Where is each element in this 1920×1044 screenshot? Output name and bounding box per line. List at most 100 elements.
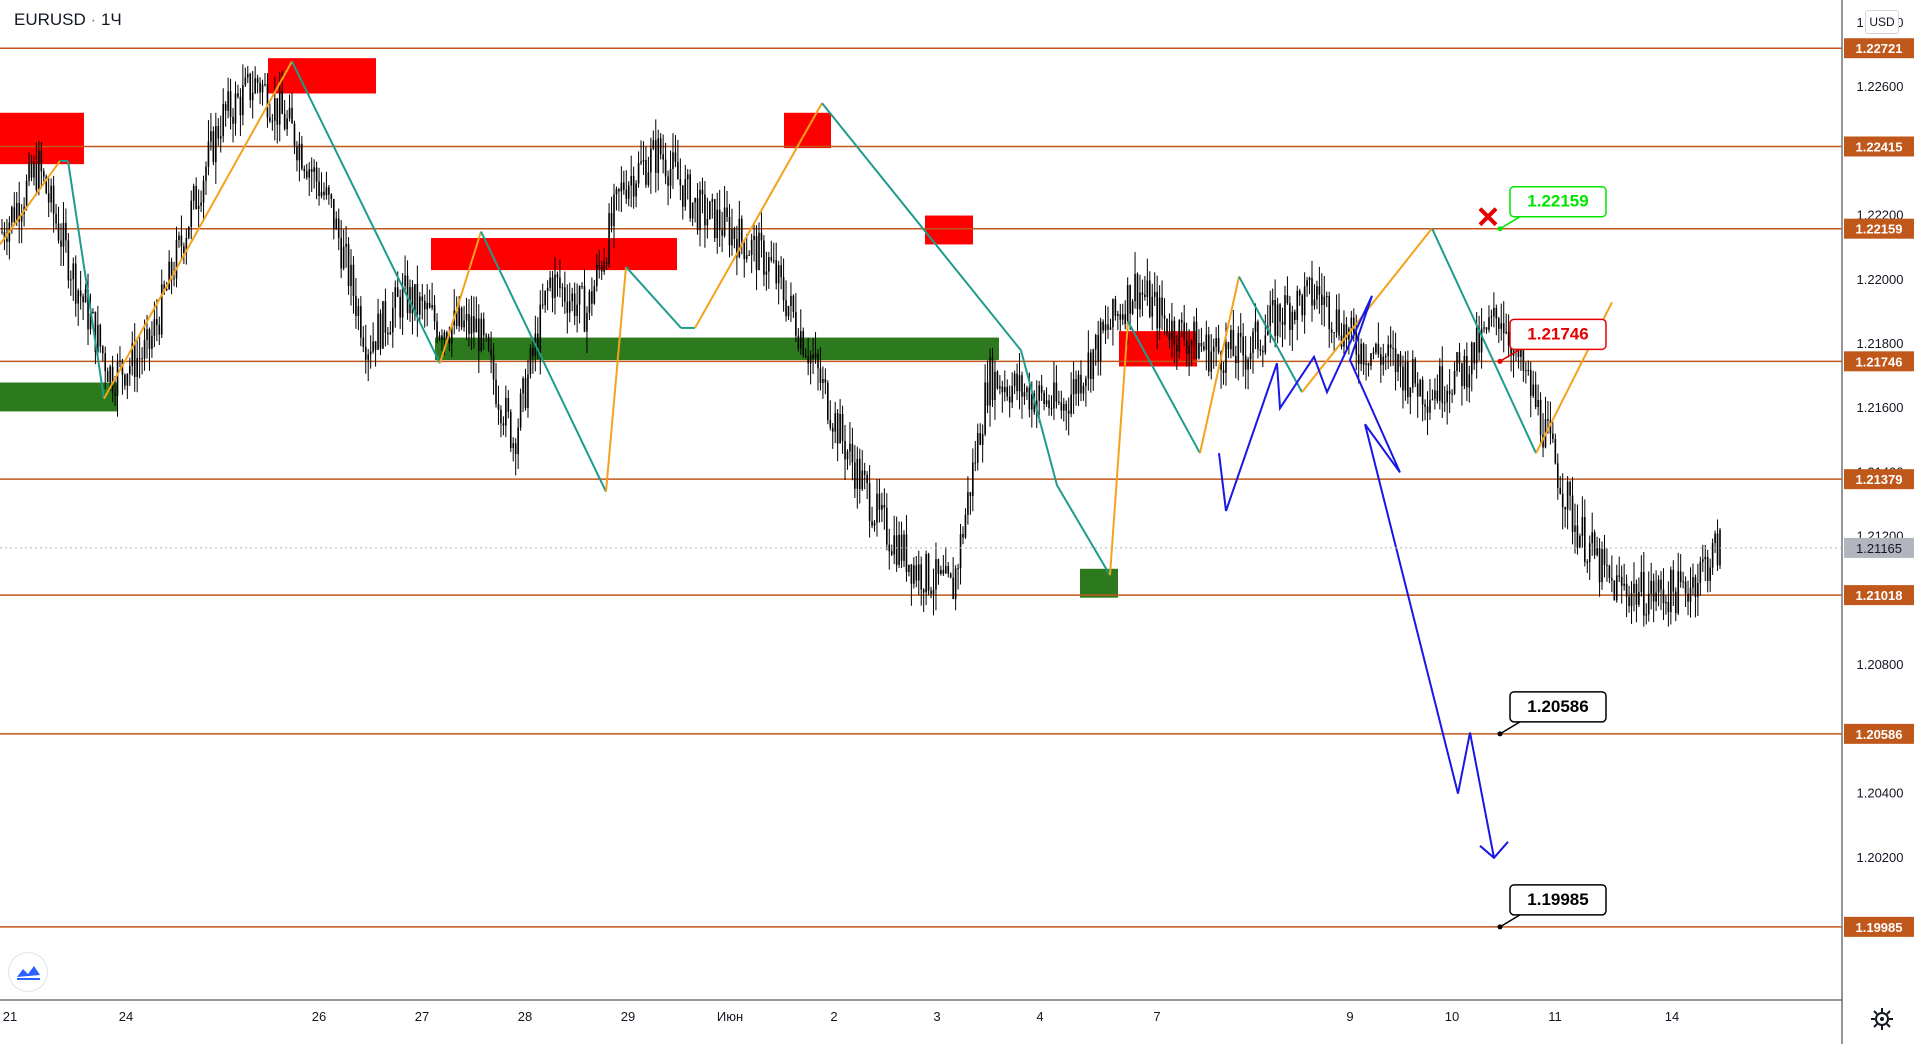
candle-body [215,126,217,163]
candle-body [831,427,834,432]
candle-body [1119,314,1122,320]
annotation-box[interactable] [1509,185,1607,218]
candle-body [1679,571,1682,582]
candle-body [1569,481,1571,496]
candle-body [1451,393,1453,395]
x-tick-label: 24 [119,1009,133,1024]
candle-body [1028,387,1031,410]
y-tick-label: 1.20400 [1857,786,1904,801]
candle-body [315,167,318,182]
candle-body [234,93,237,124]
candle-body [205,166,207,181]
currency-button[interactable]: USD [1865,10,1899,34]
candle-body [1065,403,1068,411]
candle-body [623,182,625,190]
candle-body [156,319,158,325]
candle-body [70,279,72,281]
candle-body [175,240,178,279]
candle-body [1232,329,1235,356]
annotation-label: 1.22159 [1527,192,1588,211]
candle-body [549,277,551,288]
candle-body [1436,390,1439,401]
candle-body [635,183,637,197]
candle-body [450,325,453,344]
candle-body [849,443,851,452]
level-price-tag [1844,38,1914,59]
candle-body [6,238,8,242]
candle-body [460,307,463,328]
candle-body [1269,305,1272,327]
candle-body [1318,286,1321,295]
candle-body [807,356,809,364]
candle-body [1650,580,1652,594]
candle-body [745,255,748,260]
annotation-box[interactable] [1509,884,1607,916]
candle-body [141,358,143,360]
candle-body [1333,332,1335,334]
annotation-box[interactable] [1509,318,1607,351]
candle-body [657,138,660,173]
candle-body [1510,345,1512,356]
x-tick-label: 4 [1036,1009,1043,1024]
candle-body [15,202,18,222]
candle-body [566,301,569,313]
candle-body [423,301,426,310]
projection-path [1218,295,1495,859]
candle-body [202,180,205,203]
candle-body [303,168,306,172]
candle-body [20,214,23,222]
candle-body [1399,354,1402,367]
candle-body [308,169,311,178]
candle-body [1242,336,1244,356]
y-tick-label: 1.21600 [1857,400,1904,415]
candle-body [1185,340,1188,355]
candle-body [45,176,48,194]
candle-body [470,316,473,334]
candle-body [996,371,999,389]
candle-body [256,78,259,83]
candle-body [723,207,726,236]
candle-body [210,131,212,142]
annotation-box[interactable] [1509,691,1607,723]
gear-icon[interactable] [1868,1005,1896,1033]
candle-body [1630,593,1633,607]
candle-body [755,236,758,270]
bearish-wave-segment [1238,276,1303,393]
candle-body [301,143,303,169]
candle-body [1362,343,1365,365]
candle-body [544,290,546,306]
candle-body [482,318,485,336]
annotation-anchor [1497,924,1503,930]
candle-body [799,331,802,349]
candle-body [1203,346,1205,350]
candle-body [352,264,355,296]
candle-body [1549,420,1552,434]
candle-body [627,185,630,199]
timeframe-label[interactable]: 1Ч [100,10,122,29]
candle-body [1308,277,1311,281]
candle-body [1008,396,1011,403]
candle-body [588,291,591,313]
candle-body [863,470,866,475]
candle-body [1335,309,1338,333]
candle-body [163,284,166,291]
candle-body [497,404,500,410]
tradingview-logo-icon[interactable] [8,952,48,992]
candle-body [271,120,274,122]
candle-body [578,286,581,305]
candle-body [913,565,915,584]
candle-body [1227,342,1230,350]
candle-body [192,186,195,201]
candle-body [922,589,925,593]
candle-body [972,462,974,497]
candle-body [1296,290,1299,320]
candle-body [178,235,180,241]
candle-body [949,573,952,578]
candle-body [1532,384,1535,396]
candle-body [539,304,542,353]
candle-body [1,231,3,233]
candle-body [183,246,185,254]
candle-body [379,313,382,349]
candle-body [1606,564,1608,566]
